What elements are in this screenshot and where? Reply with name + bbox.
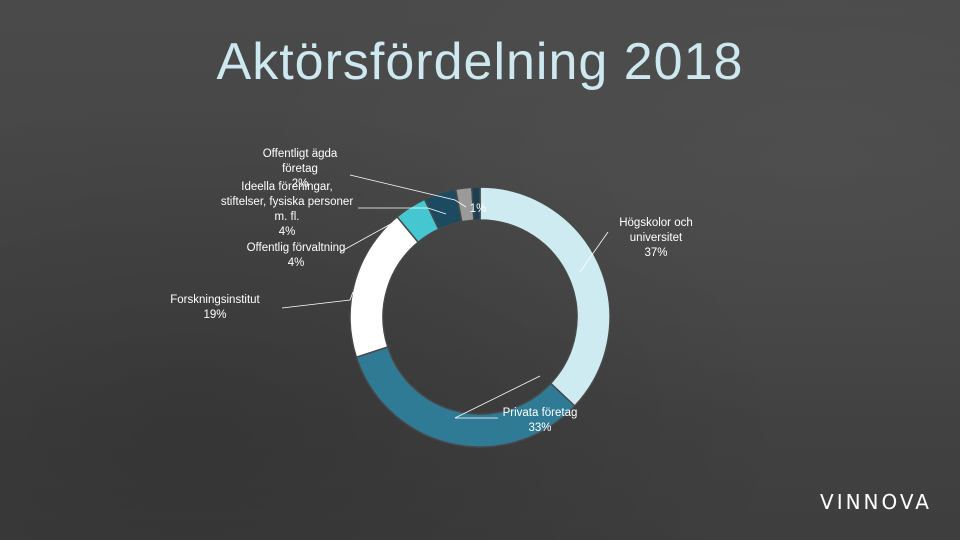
donut-slice-0	[479, 186, 611, 408]
leader-line-3	[339, 219, 399, 253]
leader-lines	[281, 174, 609, 419]
slice-label-0: Högskolor och universitet 37%	[619, 217, 693, 259]
leader-line-0	[579, 231, 609, 273]
donut-slices	[349, 186, 611, 448]
leader-line-1	[454, 375, 541, 419]
slide-title: Aktörsfördelning 2018	[216, 33, 744, 91]
leader-line-4	[358, 207, 447, 215]
slice-label-5: Offentligt ägda företag 2%	[263, 148, 338, 190]
slice-labels: Högskolor och universitet 37% Privata föret…	[170, 148, 693, 434]
slice-label-2: Forskningsinstitut 19%	[170, 294, 260, 321]
leader-line-2	[281, 291, 354, 309]
slice-label-6: 1%	[470, 203, 487, 215]
slice-label-4: Ideella föreningar, stiftelser, fysiska p…	[221, 181, 353, 238]
leader-line-5	[349, 174, 467, 208]
slice-label-3: Offentlig förvaltning 4%	[247, 242, 346, 269]
slice-label-1: Privata företag 33%	[503, 407, 578, 434]
vinnova-logo: VINNOVA	[820, 490, 932, 514]
donut-slice-6	[471, 186, 481, 221]
donut-slice-2	[349, 215, 420, 359]
